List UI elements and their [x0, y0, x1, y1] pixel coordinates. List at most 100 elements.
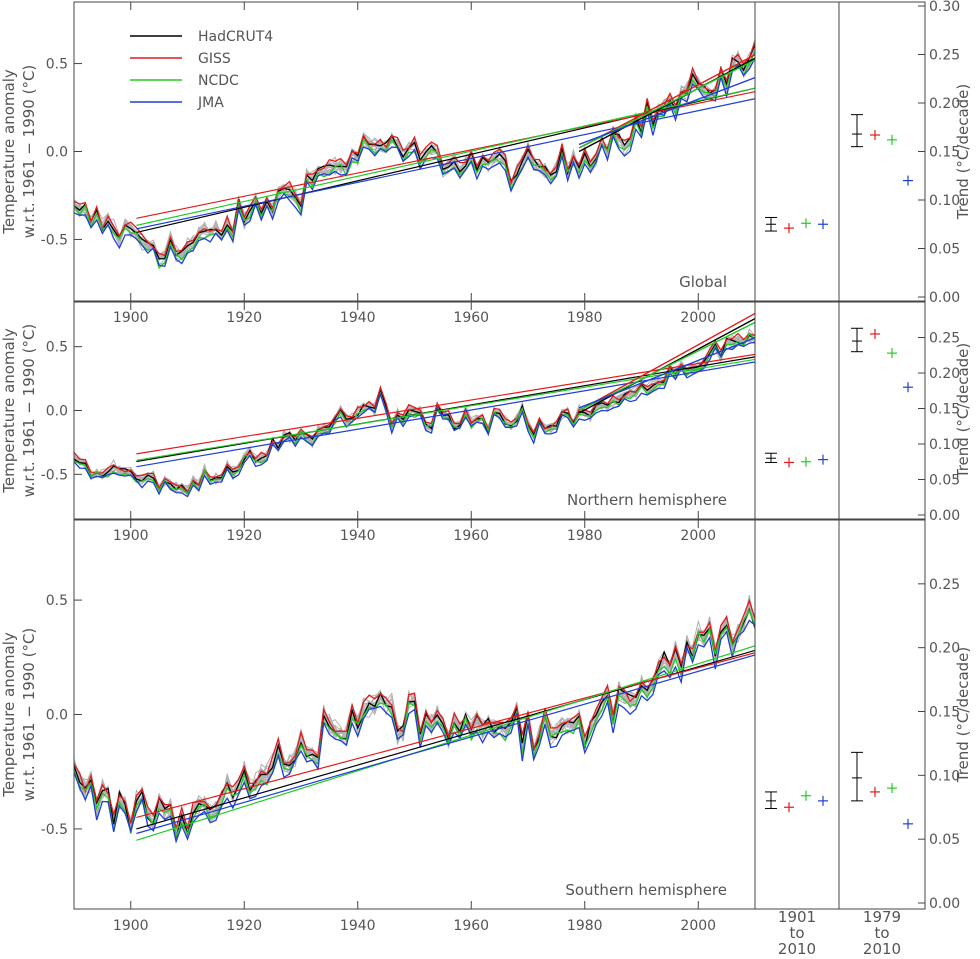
trend-y-tick-label: 0.00 — [929, 896, 960, 912]
trend-y-tick-label: 0.00 — [929, 290, 960, 306]
y-tick-label: 0.0 — [46, 404, 68, 420]
y-axis-label-line-2: w.r.t. 1961 − 1990 (°C) — [20, 324, 38, 498]
x-tick-label: 1940 — [340, 310, 376, 326]
y-axis-label-line-2: w.r.t. 1961 − 1990 (°C) — [20, 65, 38, 239]
trend-y-tick-label: 0.25 — [929, 48, 960, 64]
trend-y-tick-label: 0.15 — [929, 145, 960, 161]
ensemble-member — [74, 599, 755, 837]
trend-line-1901-2010-hadcrut4 — [136, 87, 755, 233]
series-line-ncdc — [74, 332, 755, 496]
y-axis-label-line-2: w.r.t. 1961 − 1990 (°C) — [20, 628, 38, 802]
y-tick-label: -0.5 — [41, 822, 68, 838]
x-tick-label: 1920 — [226, 918, 262, 934]
anomaly-panel-1: 1900 1920 1940 1960 1980 2000 0.5 0.0 -0.5 Temper… — [0, 1, 756, 326]
panel-label: Southern hemisphere — [565, 881, 727, 899]
ensemble-member — [74, 38, 755, 259]
trend-marker-p2-giss — [870, 328, 880, 339]
trend-line-1901-2010-ncdc — [136, 87, 755, 226]
trend-line-1901-2010-giss — [136, 652, 755, 819]
trend-line-1901-2010-ncdc — [136, 358, 755, 461]
series-line-jma — [74, 57, 755, 268]
trend-y-axis-label: Trend (°C/decade) — [954, 84, 972, 221]
panel-frame — [73, 519, 756, 910]
x-tick-label: 1960 — [453, 310, 489, 326]
trend-y-tick-label: 0.25 — [929, 577, 960, 593]
trend-marker-p1-ncdc — [801, 218, 811, 229]
x-tick-label: 2000 — [680, 528, 716, 544]
trend-line-1901-2010-jma — [136, 361, 755, 468]
ensemble-member — [74, 596, 755, 837]
trend-y-tick-label: 0.15 — [929, 705, 960, 721]
trend-y-tick-label: 0.25 — [929, 331, 960, 347]
trend-line-1979-2010-jma — [578, 76, 755, 146]
trend-marker-p2-jma — [903, 818, 913, 829]
legend-entry: NCDC — [198, 73, 239, 89]
trend-marker-p1-ncdc — [801, 456, 811, 467]
ensemble-member — [74, 334, 755, 493]
y-tick-label: 0.5 — [46, 57, 68, 73]
y-axis-label-line-1: Temperature anomaly — [0, 632, 18, 798]
trend-y-tick-label: 0.15 — [929, 402, 960, 418]
legend-entry: JMA — [197, 95, 224, 111]
ensemble-member — [74, 608, 755, 836]
trend-marker-p1-jma — [818, 795, 828, 806]
trend-marker-p2-hadcrut4 — [851, 114, 863, 148]
trend-y-tick-label: 0.05 — [929, 473, 960, 489]
x-tick-label: 1980 — [567, 310, 603, 326]
trend-marker-p2-giss — [870, 786, 880, 797]
trend-line-1901-2010-giss — [136, 91, 755, 219]
trend-marker-p1-hadcrut4 — [765, 452, 777, 463]
legend: HadCRUT4 GISS NCDC JMA — [130, 29, 273, 111]
y-tick-label: -0.5 — [41, 232, 68, 248]
series-line-giss — [74, 41, 755, 257]
trend-y-tick-label: 0.10 — [929, 193, 960, 209]
series-line-ncdc — [74, 609, 755, 839]
trend-y-tick-label: 0.10 — [929, 437, 960, 453]
ensemble-member — [74, 604, 755, 838]
series-line-jma — [74, 619, 755, 844]
trend-marker-p1-ncdc — [801, 790, 811, 801]
trend-y-tick-label: 0.05 — [929, 242, 960, 258]
trend-column-label: to — [789, 924, 804, 942]
y-tick-label: -0.5 — [41, 467, 68, 483]
x-tick-label: 1960 — [453, 918, 489, 934]
trend-comparison-panels: 0.30 0.25 0.20 0.15 0.10 0.05 0.00 Trend (°C/de… — [754, 0, 972, 958]
y-axis-label-line-1: Temperature anomaly — [0, 328, 18, 494]
trend-line-1901-2010-jma — [136, 98, 755, 230]
trend-column-label: 2010 — [863, 940, 901, 954]
trend-line-1901-2010-ncdc — [136, 645, 755, 841]
trend-marker-p2-ncdc — [887, 783, 897, 794]
trend-y-tick-label: 0.00 — [929, 508, 960, 524]
trend-column-label: 1901 — [778, 908, 816, 926]
trend-line-1979-2010-giss — [578, 54, 755, 149]
ensemble-member — [74, 337, 755, 495]
legend-entry: HadCRUT4 — [198, 29, 273, 45]
x-tick-label: 1980 — [567, 528, 603, 544]
panel-label: Northern hemisphere — [567, 491, 727, 509]
trend-marker-p2-giss — [870, 130, 880, 141]
trend-column-label: 1979 — [863, 908, 901, 926]
x-tick-label: 1900 — [113, 918, 149, 934]
ensemble-member — [74, 599, 755, 831]
trend-y-tick-label: 0.10 — [929, 768, 960, 784]
trend-marker-p2-jma — [903, 382, 913, 393]
ensemble-member — [74, 610, 755, 841]
ensemble-member — [74, 610, 755, 834]
trend-marker-p1-hadcrut4 — [765, 216, 777, 232]
trend-y-tick-label: 0.20 — [929, 96, 960, 112]
x-tick-label: 1900 — [113, 310, 149, 326]
ensemble-member — [74, 604, 755, 831]
trend-line-1901-2010-hadcrut4 — [136, 356, 755, 463]
trend-column-label: to — [874, 924, 889, 942]
y-axis-label-line-1: Temperature anomaly — [0, 69, 18, 235]
trend-marker-p1-jma — [818, 219, 828, 230]
trend-marker-p2-jma — [903, 175, 913, 186]
x-tick-label: 2000 — [680, 918, 716, 934]
legend-entry: GISS — [198, 51, 231, 67]
trend-marker-p1-jma — [818, 454, 828, 465]
trend-marker-p2-ncdc — [887, 348, 897, 359]
ensemble-member — [74, 607, 755, 841]
trend-y-tick-label: 0.30 — [929, 0, 960, 15]
trend-marker-p2-ncdc — [887, 134, 897, 145]
